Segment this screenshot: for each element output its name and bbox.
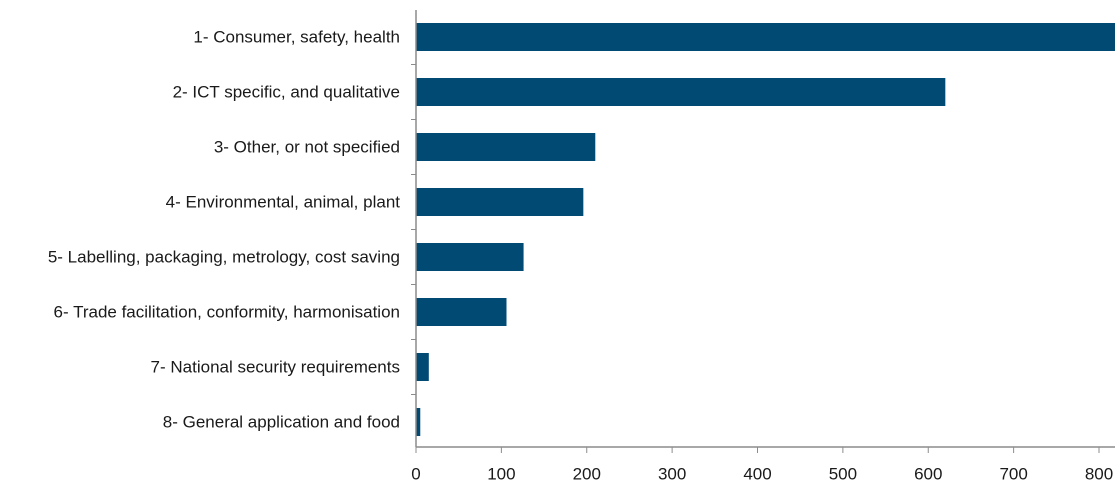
x-tick-label: 100 — [487, 465, 515, 484]
category-label-3: 3- Other, or not specified — [214, 138, 400, 157]
category-label-6: 6- Trade facilitation, conformity, harmo… — [54, 303, 400, 322]
x-tick-label: 800 — [1085, 465, 1113, 484]
category-label-4: 4- Environmental, animal, plant — [166, 193, 401, 212]
category-label-2: 2- ICT specific, and qualitative — [173, 83, 400, 102]
bar-6 — [416, 298, 507, 326]
category-labels: 1- Consumer, safety, health 2- ICT specif… — [48, 28, 400, 432]
bar-1 — [416, 23, 1115, 51]
bar-2 — [416, 78, 946, 106]
category-label-7: 7- National security requirements — [151, 358, 400, 377]
x-tick-label: 400 — [743, 465, 771, 484]
x-tick-label: 300 — [658, 465, 686, 484]
bar-5 — [416, 243, 524, 271]
category-label-8: 8- General application and food — [163, 413, 400, 432]
x-axis-ticks: 0 100 200 300 400 500 600 700 800 — [411, 64, 1113, 484]
category-label-1: 1- Consumer, safety, health — [193, 28, 400, 47]
x-tick-label: 0 — [411, 465, 420, 484]
x-tick-label: 700 — [999, 465, 1027, 484]
bar-8 — [416, 408, 421, 436]
axes — [415, 10, 1115, 448]
x-tick-label: 500 — [829, 465, 857, 484]
bar-3 — [416, 133, 596, 161]
bar-7 — [416, 353, 429, 381]
x-tick-label: 200 — [573, 465, 601, 484]
x-tick-label: 600 — [914, 465, 942, 484]
bars-layer — [416, 23, 1115, 436]
category-label-5: 5- Labelling, packaging, metrology, cost… — [48, 248, 400, 267]
bar-4 — [416, 188, 584, 216]
